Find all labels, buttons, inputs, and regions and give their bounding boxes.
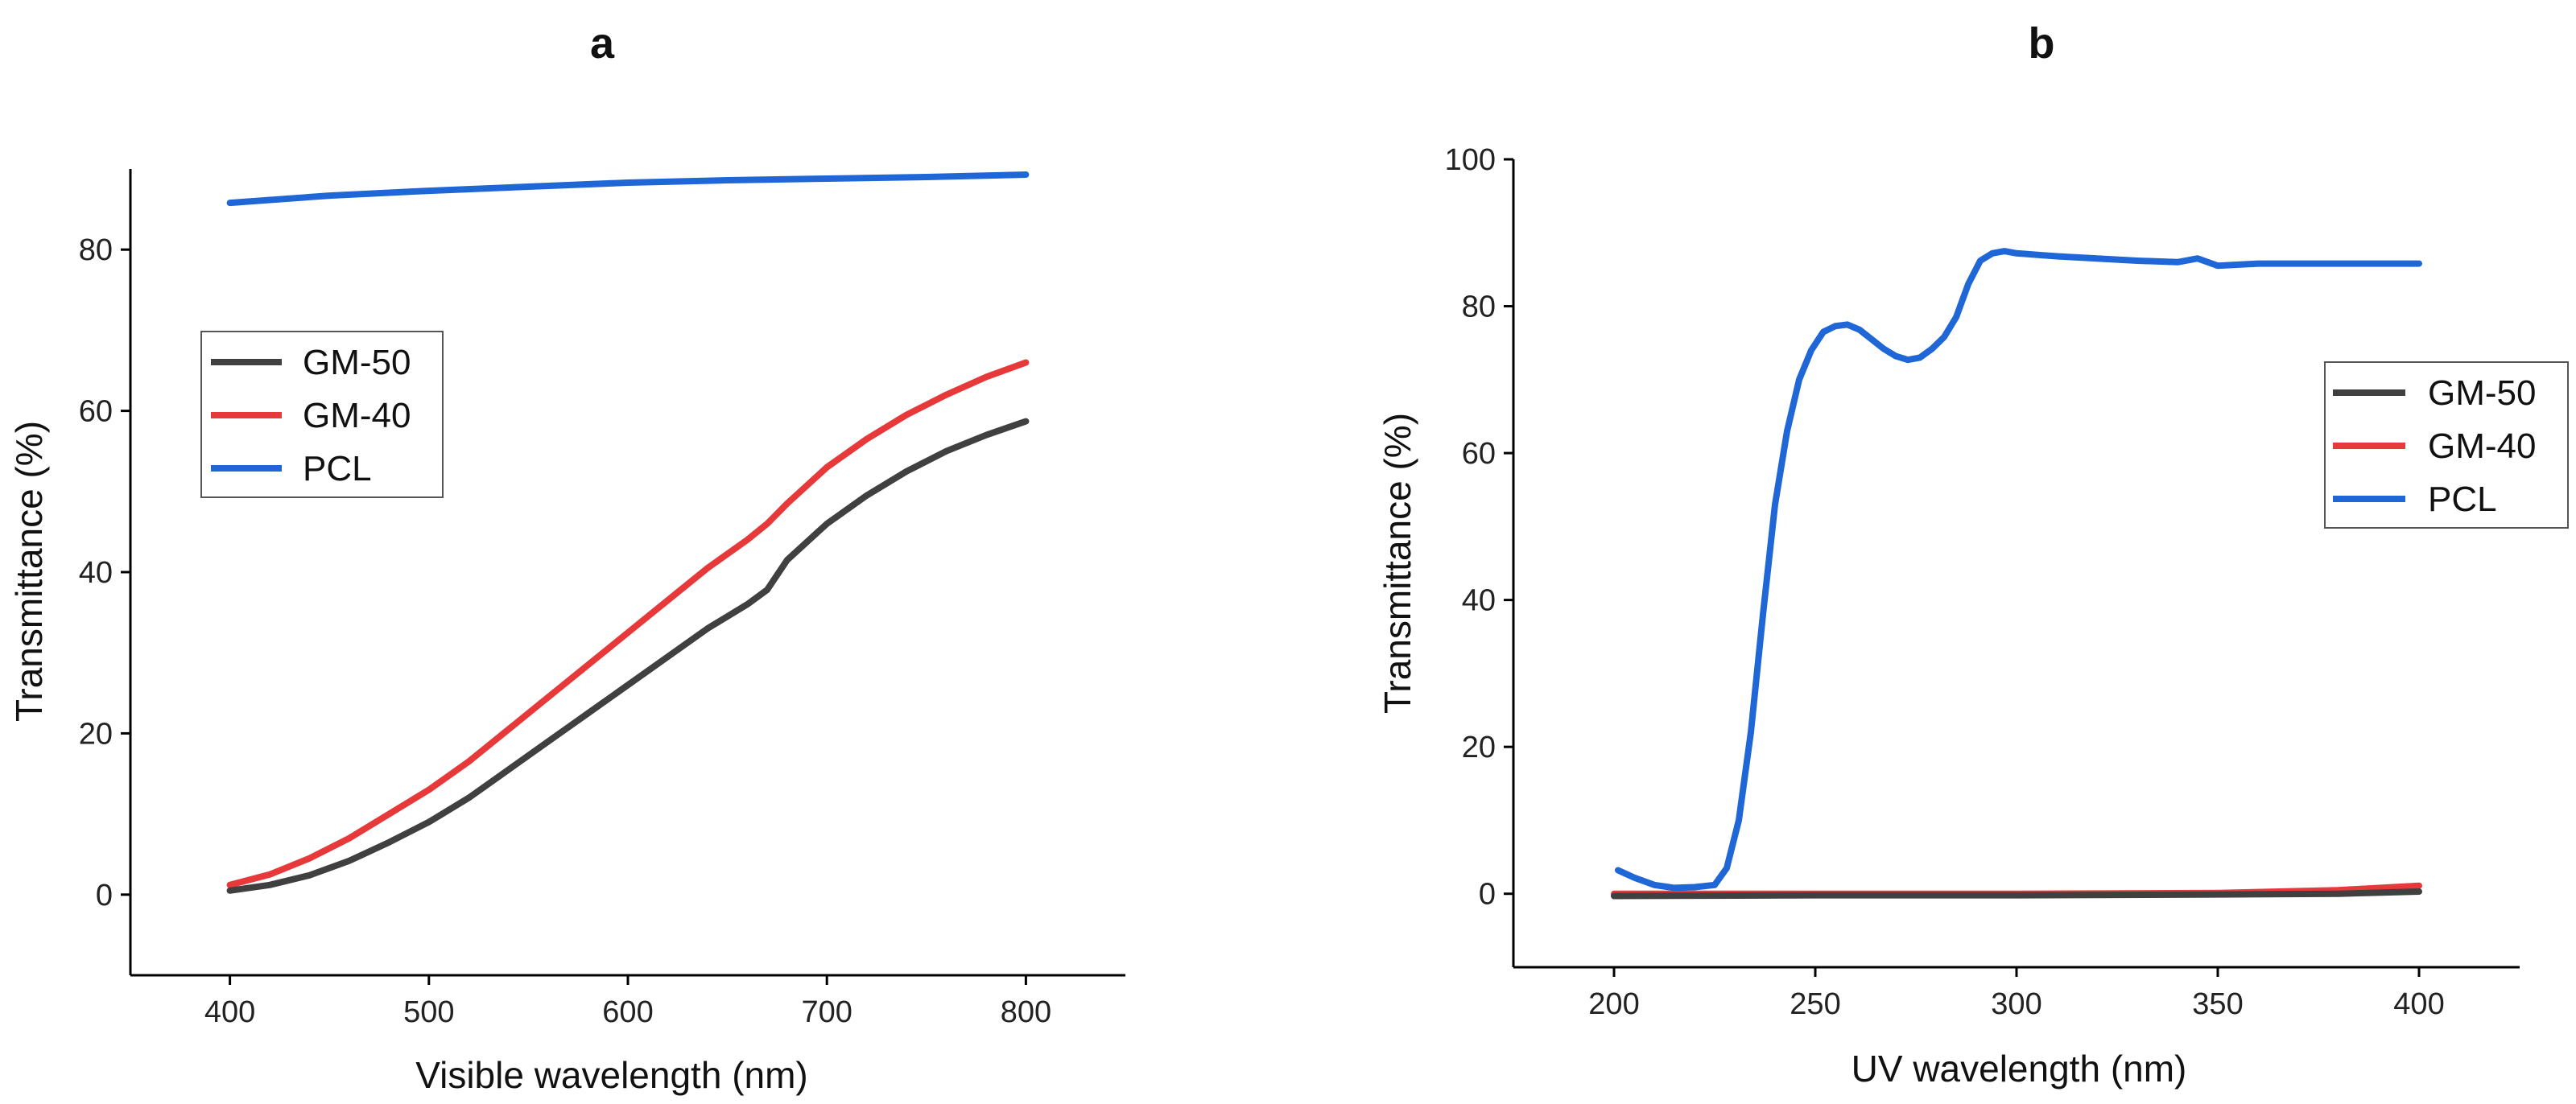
series-line-gm40: [226, 359, 1030, 888]
y-tick-label: 60: [79, 395, 113, 429]
panel-a-chart: a 0 20 40 60 80 400 500 600 700 800 Visible wave…: [8, 19, 1125, 1096]
panel-a-series: [226, 171, 1030, 894]
x-tick-label: 250: [1790, 987, 1840, 1021]
panel-b-legend: GM-50 GM-40 PCL: [2324, 361, 2569, 529]
panel-a-y-ticks: 0 20 40 60 80: [79, 233, 130, 912]
y-tick-label: 100: [1445, 143, 1496, 177]
legend-label-gm50: GM-50: [303, 343, 411, 382]
y-tick-label: 80: [79, 233, 113, 267]
y-tick-label: 20: [79, 717, 113, 751]
panel-a-x-label: Visible wavelength (nm): [415, 1054, 808, 1096]
legend-label-gm50: GM-50: [2428, 373, 2536, 413]
series-line-pcl: [1615, 248, 2422, 892]
legend-label-pcl: PCL: [2428, 480, 2497, 519]
panel-b-y-label: Transmittance (%): [1377, 413, 1418, 714]
x-tick-label: 800: [1001, 995, 1051, 1029]
y-tick-label: 40: [1462, 584, 1496, 618]
y-tick-label: 20: [1462, 731, 1496, 764]
y-tick-label: 0: [96, 879, 113, 912]
panel-b-x-label: UV wavelength (nm): [1852, 1048, 2187, 1090]
y-tick-label: 60: [1462, 437, 1496, 471]
panel-a-title: a: [590, 19, 615, 68]
y-tick-label: 80: [1462, 290, 1496, 324]
x-tick-label: 400: [204, 995, 255, 1029]
panel-a-y-label: Transmittance (%): [8, 421, 50, 722]
x-tick-label: 300: [1991, 987, 2041, 1021]
legend-label-gm40: GM-40: [303, 396, 411, 435]
legend-label-pcl: PCL: [303, 449, 372, 488]
x-tick-label: 700: [801, 995, 852, 1029]
y-tick-label: 40: [79, 556, 113, 590]
panel-a-x-ticks: 400 500 600 700 800: [204, 975, 1051, 1029]
panel-b-x-ticks: 200 250 300 350 400: [1588, 967, 2445, 1021]
series-line-gm50: [226, 418, 1030, 894]
x-tick-label: 400: [2393, 987, 2444, 1021]
panel-b-y-ticks: 0 20 40 60 80 100: [1445, 143, 1513, 912]
legend-label-gm40: GM-40: [2428, 426, 2536, 466]
x-tick-label: 500: [403, 995, 454, 1029]
x-tick-label: 200: [1588, 987, 1639, 1021]
panel-b-title: b: [2029, 19, 2055, 68]
series-line-gm50: [1611, 888, 2422, 900]
panel-a-legend: GM-50 GM-40 PCL: [200, 331, 444, 498]
y-tick-label: 0: [1479, 878, 1496, 912]
series-line-pcl: [226, 171, 1030, 207]
x-tick-label: 600: [602, 995, 653, 1029]
panel-b-chart: b 0 20 40 60 80 100 200 250 300 350 400 UV wavele…: [1377, 19, 2569, 1090]
panel-b-series: [1611, 248, 2422, 900]
x-tick-label: 350: [2192, 987, 2243, 1021]
